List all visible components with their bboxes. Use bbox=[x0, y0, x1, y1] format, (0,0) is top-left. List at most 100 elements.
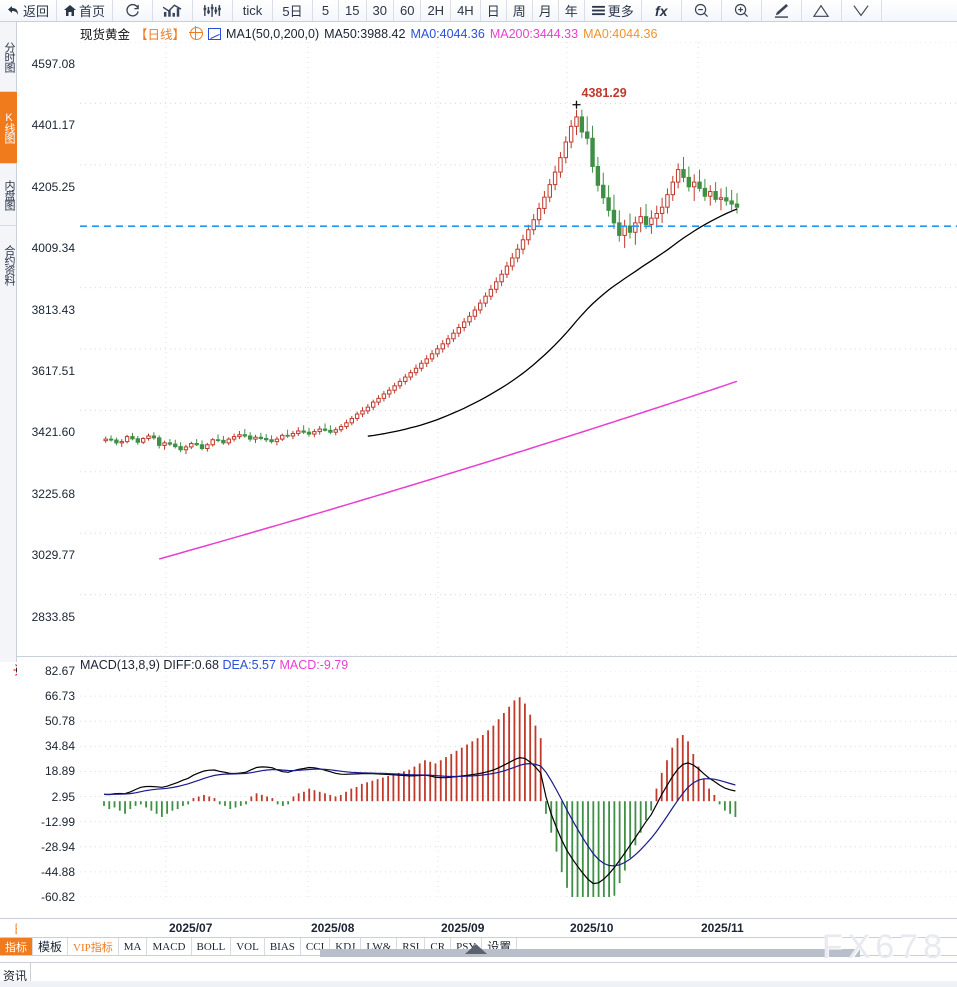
period-15[interactable]: 15 bbox=[339, 0, 367, 21]
zoom-out-button[interactable] bbox=[681, 0, 722, 21]
macd-panel[interactable]: MACD(13,8,9) DIFF:0.68 DEA:5.57 MACD:-9.… bbox=[17, 656, 957, 918]
period-label: 4H bbox=[457, 3, 474, 18]
ma200-value: MA200:3444.33 bbox=[489, 26, 579, 41]
tick-button[interactable]: tick bbox=[233, 0, 274, 21]
period-4h[interactable]: 4H bbox=[451, 0, 481, 21]
macd-dea: DEA:5.57 bbox=[222, 658, 276, 672]
indicator-button-boll[interactable]: BOLL bbox=[192, 938, 232, 955]
macd-plot-area[interactable] bbox=[80, 671, 957, 897]
refresh-button[interactable] bbox=[113, 0, 154, 21]
macd-y-axis: 82.67 66.73 50.78 34.84 18.89 2.95 -12.99 -28.9… bbox=[17, 657, 80, 904]
ma0-orange-value: MA0:4044.36 bbox=[583, 26, 658, 41]
chart-header: 现货黄金 【日线】 MA1(50,0,200,0) MA50:3988.42 M… bbox=[80, 24, 657, 43]
macd-axis-label: -44.88 bbox=[40, 864, 75, 879]
back-button[interactable]: 返回 bbox=[0, 0, 58, 21]
shape-button[interactable] bbox=[801, 0, 842, 21]
period-label: 30 bbox=[372, 3, 387, 18]
x-axis-label: 2025/11 bbox=[701, 921, 744, 935]
x-axis-label: 2025/08 bbox=[311, 921, 355, 935]
cycle-icon[interactable] bbox=[189, 26, 204, 40]
sidebar-item-inner[interactable]: 内盘图 bbox=[0, 164, 17, 226]
indicator-button-cci[interactable]: CCI bbox=[301, 938, 331, 955]
period-month[interactable]: 月 bbox=[532, 0, 559, 21]
indicator-button-vip[interactable]: VIP指标 bbox=[68, 938, 119, 955]
period-label: 周 bbox=[512, 4, 526, 19]
macd-axis-label: -60.82 bbox=[40, 890, 75, 904]
period-label: 15 bbox=[345, 3, 360, 18]
depth-icon bbox=[203, 4, 221, 17]
toolbar-spacer bbox=[881, 0, 957, 21]
indicator-button-vol[interactable]: VOL bbox=[231, 938, 265, 955]
period-60[interactable]: 60 bbox=[393, 0, 422, 21]
fx-label: fx bbox=[655, 2, 668, 19]
bar-chart-icon bbox=[163, 3, 182, 17]
news-tab-label: 资讯 bbox=[2, 968, 27, 983]
period-5[interactable]: 5 bbox=[313, 0, 340, 21]
sidebar-item-label: 分时图 bbox=[3, 41, 15, 72]
back-arrow-icon bbox=[8, 6, 18, 15]
period-label: 60 bbox=[399, 3, 415, 18]
price-axis-label: 4009.34 bbox=[31, 241, 75, 256]
zoom-in-button[interactable] bbox=[721, 0, 762, 21]
macd-axis-label: 50.78 bbox=[44, 714, 75, 729]
macd-axis-label: 82.67 bbox=[44, 664, 75, 678]
period-year[interactable]: 年 bbox=[558, 0, 585, 21]
horizontal-scrollbar[interactable] bbox=[320, 949, 860, 957]
five-day-button[interactable]: 5日 bbox=[273, 0, 314, 21]
price-axis-label: 3421.60 bbox=[31, 425, 75, 440]
macd-header: MACD(13,8,9) DIFF:0.68 DEA:5.57 MACD:-9.… bbox=[80, 658, 348, 672]
indicator-button-ma[interactable]: MA bbox=[119, 938, 148, 955]
period-2h[interactable]: 2H bbox=[421, 0, 452, 21]
price-y-axis: 4597.08 4401.17 4205.25 4009.34 3813.43 3617.… bbox=[17, 44, 80, 685]
indicator-button-macd[interactable]: MACD bbox=[147, 938, 192, 955]
macd-axis-label: 18.89 bbox=[44, 764, 75, 779]
period-label: 【日线】 bbox=[135, 28, 186, 42]
period-day[interactable]: 日 bbox=[480, 0, 507, 21]
home-button[interactable]: 首页 bbox=[57, 0, 114, 21]
x-axis-label: 2025/09 bbox=[441, 921, 485, 935]
indicator-button-[interactable]: 指标 bbox=[0, 938, 33, 955]
tick-label: tick bbox=[242, 3, 263, 18]
x-axis-label: 2025/07 bbox=[169, 921, 213, 935]
hamburger-icon bbox=[591, 5, 605, 16]
period-week[interactable]: 周 bbox=[506, 0, 533, 21]
refresh-icon bbox=[126, 3, 139, 17]
price-axis-label: 4401.17 bbox=[31, 118, 75, 133]
zoom-in-icon bbox=[734, 3, 748, 18]
scrollbar-grip-icon[interactable] bbox=[465, 944, 487, 954]
pen-icon bbox=[775, 3, 789, 18]
period-label: 日 bbox=[486, 4, 500, 19]
more-tools-button[interactable] bbox=[841, 0, 882, 21]
indicator-toggle-icon[interactable] bbox=[208, 27, 222, 40]
triangle-icon bbox=[813, 4, 830, 17]
chart-type-button[interactable] bbox=[153, 0, 194, 21]
price-axis-label: 4597.08 bbox=[31, 57, 75, 71]
sidebar-item-kline[interactable]: K线图 bbox=[0, 92, 17, 164]
period-label: 年 bbox=[564, 4, 578, 19]
indicator-button-bias[interactable]: BIAS bbox=[265, 938, 301, 955]
period-label: 2H bbox=[427, 3, 445, 18]
draw-line-button[interactable] bbox=[761, 0, 802, 21]
x-axis-label: 2025/10 bbox=[570, 921, 614, 935]
macd-axis-label: -12.99 bbox=[40, 814, 75, 829]
sidebar-item-label: 内盘图 bbox=[3, 179, 15, 210]
more-label: 更多 bbox=[607, 4, 634, 19]
macd-axis-label: 66.73 bbox=[44, 689, 75, 704]
price-plot-area[interactable] bbox=[80, 42, 957, 656]
price-axis-label: 4205.25 bbox=[31, 179, 75, 194]
price-axis-label: 3225.68 bbox=[31, 486, 75, 501]
sidebar-item-timeline[interactable]: 分时图 bbox=[0, 22, 17, 92]
more-button[interactable]: 更多 bbox=[584, 0, 642, 21]
sidebar-item-contract[interactable]: 合约资料 bbox=[0, 226, 17, 304]
depth-button[interactable] bbox=[193, 0, 234, 21]
macd-axis-label: 34.84 bbox=[44, 739, 75, 754]
indicator-button-[interactable]: 模板 bbox=[33, 938, 69, 955]
formula-button[interactable]: fx bbox=[641, 0, 682, 21]
price-axis-label: 2833.85 bbox=[31, 609, 75, 624]
price-axis-label: 3029.77 bbox=[31, 548, 75, 563]
bottom-strip bbox=[0, 981, 957, 987]
ma-settings-label: MA1(50,0,200,0) bbox=[226, 26, 320, 41]
period-label: 5 bbox=[321, 3, 330, 18]
price-chart-panel[interactable]: 现货黄金 【日线】 MA1(50,0,200,0) MA50:3988.42 M… bbox=[17, 22, 957, 685]
period-30[interactable]: 30 bbox=[366, 0, 394, 21]
